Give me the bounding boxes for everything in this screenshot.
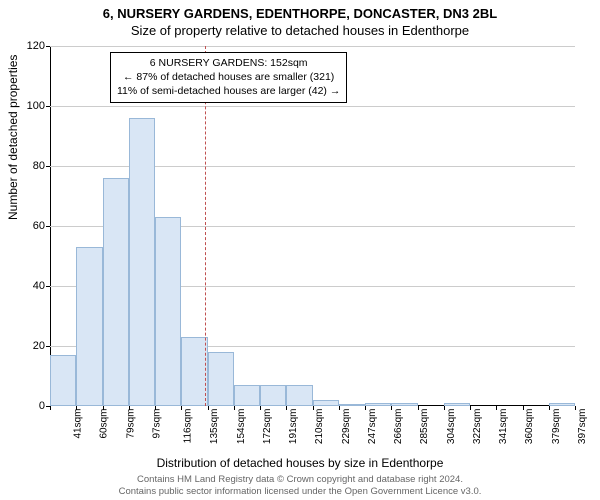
x-tick-mark xyxy=(234,406,235,410)
x-tick-mark xyxy=(496,406,497,410)
x-tick-mark xyxy=(76,406,77,410)
histogram-bar xyxy=(234,385,260,406)
histogram-bar xyxy=(549,403,575,406)
histogram-bar xyxy=(181,337,207,406)
histogram-bar xyxy=(444,403,470,406)
annotation-line: ← 87% of detached houses are smaller (32… xyxy=(117,70,340,84)
x-axis-label: Distribution of detached houses by size … xyxy=(0,456,600,470)
x-tick-label: 41sqm xyxy=(73,409,84,439)
y-tick-mark xyxy=(46,286,50,287)
x-tick-label: 116sqm xyxy=(182,409,193,444)
x-tick-label: 322sqm xyxy=(472,409,483,445)
histogram-bar xyxy=(339,404,365,406)
x-tick-mark xyxy=(103,406,104,410)
x-tick-mark xyxy=(50,406,51,410)
chart-title-main: 6, NURSERY GARDENS, EDENTHORPE, DONCASTE… xyxy=(0,0,600,21)
x-tick-label: 285sqm xyxy=(419,409,430,445)
x-tick-mark xyxy=(181,406,182,410)
y-tick-mark xyxy=(46,106,50,107)
x-tick-mark xyxy=(155,406,156,410)
chart-title-sub: Size of property relative to detached ho… xyxy=(0,21,600,38)
x-tick-mark xyxy=(313,406,314,410)
y-tick-label: 60 xyxy=(33,220,45,232)
histogram-bar xyxy=(365,403,391,406)
y-tick-mark xyxy=(46,346,50,347)
x-tick-label: 154sqm xyxy=(236,409,247,445)
x-tick-mark xyxy=(523,406,524,410)
x-tick-label: 97sqm xyxy=(151,409,162,439)
x-tick-mark xyxy=(575,406,576,410)
y-tick-mark xyxy=(46,166,50,167)
x-tick-label: 210sqm xyxy=(314,409,325,445)
histogram-bar xyxy=(286,385,312,406)
x-tick-mark xyxy=(391,406,392,410)
footer-attribution: Contains HM Land Registry data © Crown c… xyxy=(0,474,600,498)
y-tick-label: 80 xyxy=(33,160,45,172)
y-tick-label: 0 xyxy=(39,400,45,412)
x-tick-mark xyxy=(208,406,209,410)
x-tick-label: 60sqm xyxy=(99,409,110,439)
histogram-bar xyxy=(155,217,181,406)
x-tick-label: 266sqm xyxy=(393,409,404,445)
histogram-bar xyxy=(391,403,417,406)
plot-area: 02040608010012041sqm60sqm79sqm97sqm116sq… xyxy=(50,46,575,406)
y-tick-mark xyxy=(46,46,50,47)
x-tick-label: 191sqm xyxy=(288,409,299,445)
x-tick-label: 360sqm xyxy=(524,409,535,445)
x-tick-label: 397sqm xyxy=(577,409,588,445)
annotation-box: 6 NURSERY GARDENS: 152sqm← 87% of detach… xyxy=(110,52,347,103)
x-tick-mark xyxy=(365,406,366,410)
annotation-line: 11% of semi-detached houses are larger (… xyxy=(117,84,340,98)
histogram-bar xyxy=(76,247,102,406)
x-tick-mark xyxy=(286,406,287,410)
footer-line: Contains HM Land Registry data © Crown c… xyxy=(0,474,600,486)
x-tick-mark xyxy=(470,406,471,410)
x-tick-mark xyxy=(129,406,130,410)
x-tick-label: 304sqm xyxy=(446,409,457,445)
histogram-bar xyxy=(103,178,129,406)
histogram-bar xyxy=(208,352,234,406)
x-tick-label: 79sqm xyxy=(125,409,136,439)
y-axis-label: Number of detached properties xyxy=(6,55,20,220)
histogram-bar xyxy=(260,385,286,406)
annotation-line: 6 NURSERY GARDENS: 152sqm xyxy=(117,56,340,70)
x-tick-label: 229sqm xyxy=(341,409,352,445)
x-tick-label: 172sqm xyxy=(262,409,273,445)
x-tick-label: 341sqm xyxy=(498,409,509,445)
gridline xyxy=(50,46,575,47)
x-tick-mark xyxy=(549,406,550,410)
x-tick-mark xyxy=(418,406,419,410)
chart-area: 02040608010012041sqm60sqm79sqm97sqm116sq… xyxy=(50,46,575,406)
histogram-bar xyxy=(129,118,155,406)
x-tick-label: 135sqm xyxy=(209,409,220,445)
histogram-bar xyxy=(50,355,76,406)
y-tick-label: 40 xyxy=(33,280,45,292)
y-tick-label: 100 xyxy=(27,100,45,112)
y-tick-label: 20 xyxy=(33,340,45,352)
gridline xyxy=(50,106,575,107)
x-tick-label: 379sqm xyxy=(551,409,562,445)
x-tick-mark xyxy=(260,406,261,410)
x-tick-label: 247sqm xyxy=(367,409,378,445)
y-tick-mark xyxy=(46,226,50,227)
x-tick-mark xyxy=(444,406,445,410)
footer-line: Contains public sector information licen… xyxy=(0,486,600,498)
y-tick-label: 120 xyxy=(27,40,45,52)
x-tick-mark xyxy=(339,406,340,410)
histogram-bar xyxy=(313,400,339,406)
